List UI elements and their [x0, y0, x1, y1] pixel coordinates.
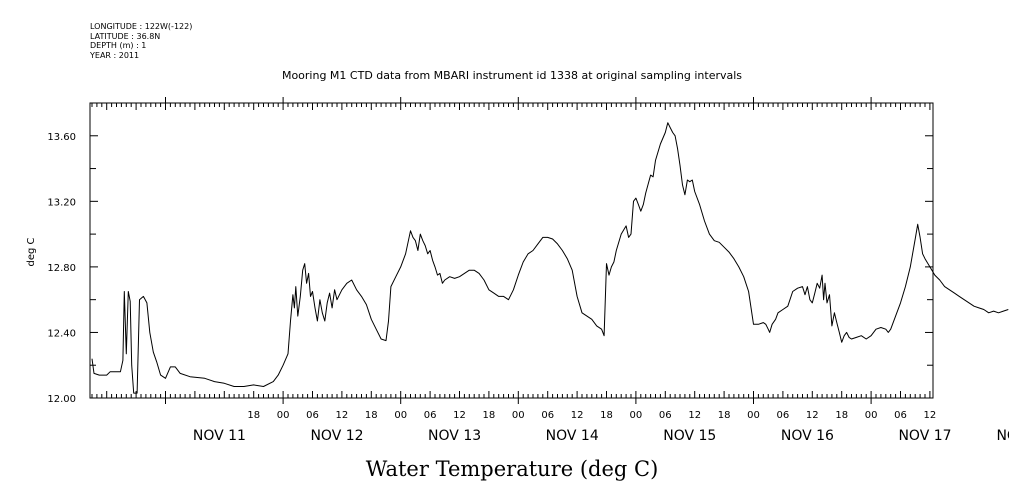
x-day-label: NOV 11: [193, 428, 246, 444]
series-layer: [91, 122, 1009, 394]
x-tick-label: 06: [777, 410, 790, 421]
y-tick-label: 12.80: [47, 263, 76, 274]
x-tick-label: 06: [894, 410, 907, 421]
x-tick-label: 12: [453, 410, 466, 421]
x-tick-label: 06: [424, 410, 437, 421]
x-tick-label: 00: [512, 410, 525, 421]
axes-layer: 12.00 12.40 12.80 13.20 13.60 18 00 06 12 18 00 06 1…: [47, 97, 1009, 444]
temperature-series-line: [91, 122, 1009, 394]
x-tick-label: 00: [630, 410, 643, 421]
x-tick-label: 06: [659, 410, 672, 421]
depth-label: DEPTH (m) : 1: [90, 41, 147, 50]
x-day-label: NOV 18: [996, 428, 1009, 444]
x-tick-label: 12: [336, 410, 349, 421]
x-day-label: NOV 12: [310, 428, 363, 444]
x-day-label: NOV 15: [663, 428, 716, 444]
x-tick-label: 00: [394, 410, 407, 421]
x-tick-label: 00: [865, 410, 878, 421]
y-tick-label: 12.40: [47, 328, 76, 339]
longitude-label: LONGITUDE : 122W(-122): [90, 22, 193, 31]
x-tick-label: 06: [541, 410, 554, 421]
y-axis-label: deg C: [26, 237, 37, 266]
x-tick-label: 12: [688, 410, 701, 421]
latitude-label: LATITUDE : 36.8N: [90, 31, 161, 41]
x-tick-label: 12: [571, 410, 584, 421]
x-tick-label: 00: [277, 410, 290, 421]
x-day-label: NOV 17: [898, 428, 951, 444]
x-tick-label: 12: [806, 410, 819, 421]
x-day-label: NOV 16: [781, 428, 834, 444]
y-tick-label: 12.00: [47, 394, 76, 405]
x-day-label: NOV 14: [546, 428, 599, 444]
x-tick-label: 18: [247, 410, 260, 421]
x-day-label: NOV 13: [428, 428, 481, 444]
chart-title: Mooring M1 CTD data from MBARI instrumen…: [282, 69, 742, 82]
x-axis-label: Water Temperature (deg C): [366, 457, 659, 481]
x-tick-label: 18: [835, 410, 848, 421]
y-tick-label: 13.60: [47, 132, 76, 143]
x-tick-label: 18: [483, 410, 496, 421]
plot-frame: [89, 102, 934, 399]
x-tick-label: 18: [718, 410, 731, 421]
x-tick-label: 18: [600, 410, 613, 421]
x-tick-label: 00: [747, 410, 760, 421]
metadata-block: LONGITUDE : 122W(-122) LATITUDE : 36.8N …: [90, 22, 192, 60]
x-tick-label: 06: [306, 410, 319, 421]
x-tick-label: 18: [365, 410, 378, 421]
x-tick-label: 12: [924, 410, 937, 421]
year-label: YEAR : 2011: [90, 50, 140, 60]
y-tick-label: 13.20: [47, 197, 76, 208]
